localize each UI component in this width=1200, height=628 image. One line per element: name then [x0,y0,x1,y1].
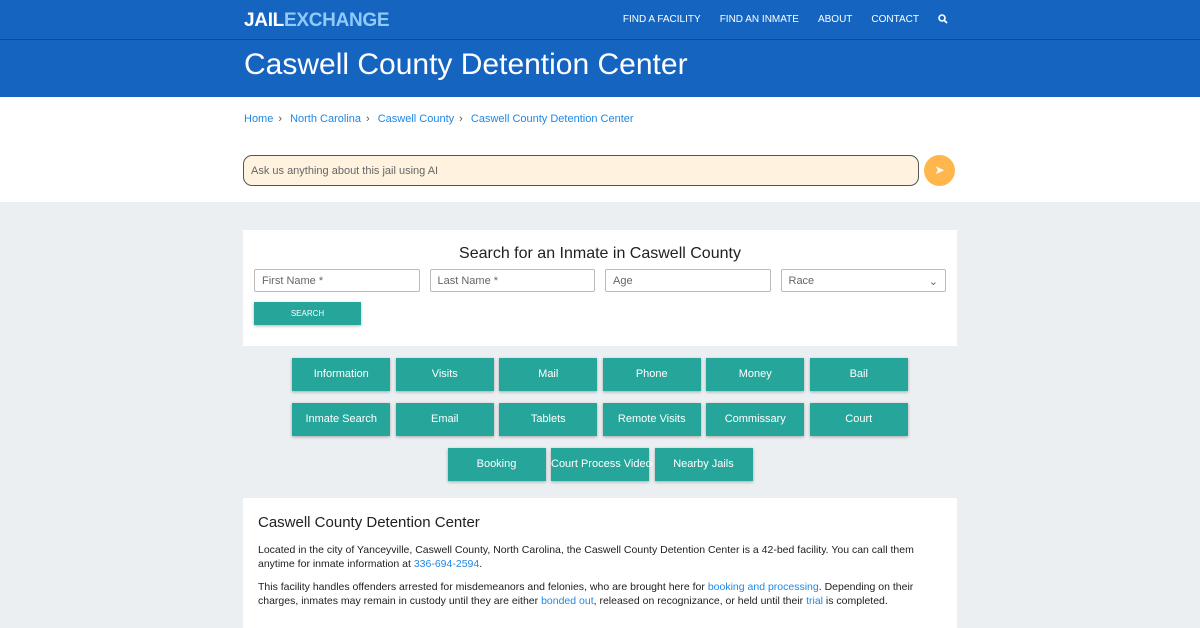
chevron-right-icon: › [278,113,283,125]
search-icon[interactable] [938,14,948,27]
btn-tablets[interactable]: Tablets [499,403,598,436]
breadcrumb-facility[interactable]: Caswell County Detention Center [470,113,634,125]
btn-bail[interactable]: Bail [809,358,908,391]
booking-link[interactable]: booking and processing [707,581,819,593]
btn-booking[interactable]: Booking [447,448,546,481]
breadcrumb: Home › North Carolina › Caswell County › Ca… [244,113,634,125]
top-nav: JAILEXCHANGE FIND A FACILITY FIND AN INM… [0,0,1200,40]
first-name-input[interactable]: First Name * [254,269,420,292]
breadcrumb-state[interactable]: North Carolina [290,113,361,125]
btn-court[interactable]: Court [809,403,908,436]
search-heading: Search for an Inmate in Caswell County [459,245,741,262]
breadcrumb-county[interactable]: Caswell County [377,113,455,125]
inmate-search-card: Search for an Inmate in Caswell County F… [243,230,957,346]
btn-mail[interactable]: Mail [499,358,598,391]
logo[interactable]: JAILEXCHANGE [244,10,390,32]
nav-find-facility[interactable]: FIND A FACILITY [622,14,701,25]
age-input[interactable]: Age [605,269,771,292]
btn-visits[interactable]: Visits [395,358,494,391]
race-value: Race [788,275,815,287]
info-heading: Caswell County Detention Center [258,514,480,531]
text: , released on recognizance, or held unti… [593,595,807,607]
btn-inmate-search[interactable]: Inmate Search [292,403,391,436]
chevron-down-icon: ⌄ [928,276,938,288]
chevron-right-icon: › [366,113,370,125]
logo-exchange: EXCHANGE [283,10,390,31]
nav-about[interactable]: ABOUT [817,14,853,25]
page-title: Caswell County Detention Center [244,48,688,81]
text: Located in the city of Yanceyville, Casw… [258,544,914,570]
btn-email[interactable]: Email [395,403,494,436]
ai-question-input[interactable]: Ask us anything about this jail using AI [243,155,919,186]
last-name-input[interactable]: Last Name * [429,269,595,292]
send-button[interactable]: ➤ [924,155,955,186]
btn-money[interactable]: Money [706,358,805,391]
bonded-out-link[interactable]: bonded out [541,595,594,607]
section-buttons: Information Visits Mail Phone Money Bail… [243,358,957,481]
info-paragraph-1: Located in the city of Yanceyville, Casw… [258,543,942,571]
breadcrumb-home[interactable]: Home [244,113,274,125]
btn-nearby-jails[interactable]: Nearby Jails [654,448,753,481]
chevron-right-icon: › [459,113,463,125]
text: This facility handles offenders arrested… [258,581,708,593]
phone-link[interactable]: 336-694-2594 [413,558,480,570]
btn-commissary[interactable]: Commissary [706,403,805,436]
logo-jail: JAIL [244,10,284,31]
text: . [479,558,483,570]
search-button[interactable]: SEARCH [254,302,361,325]
btn-remote-visits[interactable]: Remote Visits [602,403,701,436]
btn-information[interactable]: Information [292,358,391,391]
facility-info-card: Caswell County Detention Center Located … [243,498,957,628]
nav-contact[interactable]: CONTACT [871,14,919,25]
btn-phone[interactable]: Phone [602,358,701,391]
nav-find-inmate[interactable]: FIND AN INMATE [719,14,799,25]
text: . Depending on their charges, inmates ma… [258,581,914,607]
btn-court-process-video[interactable]: Court Process Video [551,448,652,481]
paper-plane-icon: ➤ [934,163,945,177]
text: is completed. [823,595,888,607]
trial-link[interactable]: trial [806,595,824,607]
info-paragraph-2: This facility handles offenders arrested… [258,580,942,608]
race-select[interactable]: Race ⌄ [780,269,946,292]
